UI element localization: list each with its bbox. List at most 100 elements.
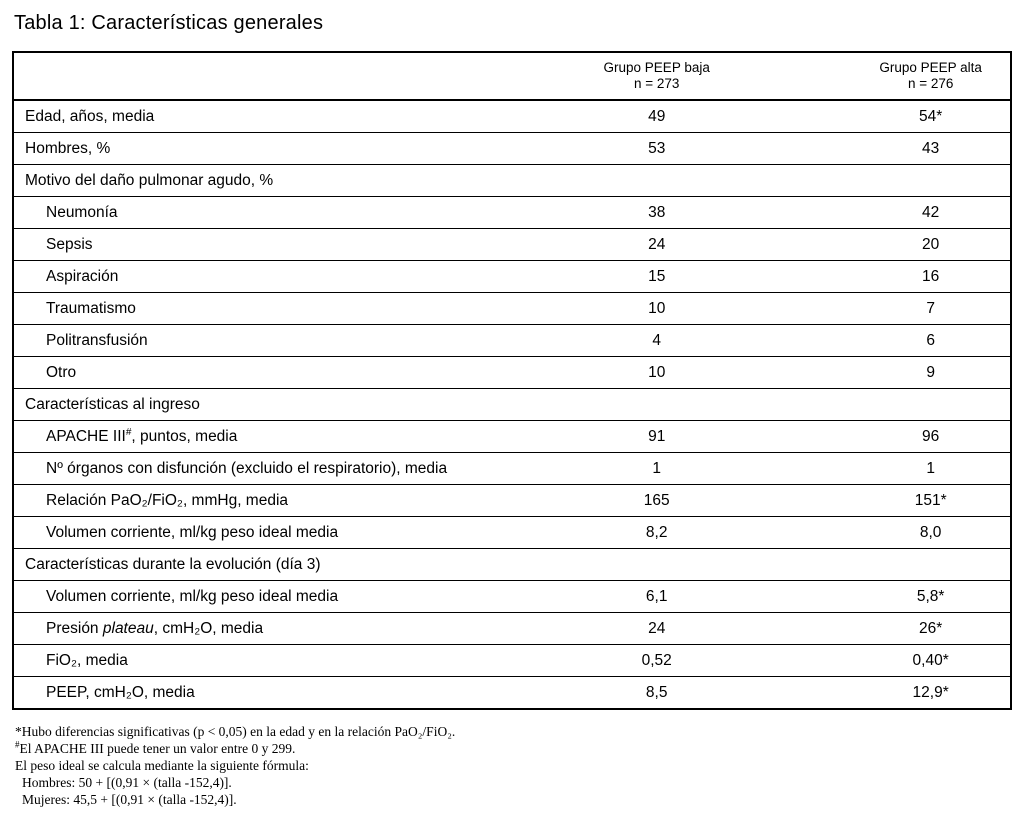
section-label: Características al ingreso [25, 395, 200, 413]
table-row: Hombres, % 53 43 [13, 132, 1011, 165]
row-value-low: 0,52 [641, 651, 672, 669]
row-value-low: 24 [648, 619, 666, 637]
footnote-line: Mujeres: 45,5 + [(0,91 × (talla -152,4)]… [15, 791, 1012, 808]
row-label: Nº órganos con disfunción (excluido el r… [46, 459, 448, 477]
row-label: Otro [46, 363, 77, 381]
table-row: Sepsis 24 20 [13, 228, 1011, 261]
column-n-label: n = 276 [907, 76, 954, 91]
row-value-low: 1 [652, 459, 662, 477]
row-value-low: 15 [648, 267, 666, 285]
row-label: Sepsis [46, 235, 93, 253]
table-row: Aspiración 15 16 [13, 260, 1011, 293]
row-value-high: 42 [922, 203, 940, 221]
row-value-low: 49 [648, 107, 666, 125]
row-label: Politransfusión [46, 331, 148, 349]
row-label-text: , cmH₂O, media [153, 619, 264, 637]
row-label: APACHE III#, puntos, media [13, 421, 462, 453]
row-value-high: 26* [919, 619, 943, 637]
row-value-low: 8,5 [645, 683, 668, 701]
table-section-row: Características durante la evolución (dí… [13, 548, 1011, 581]
row-label: Volumen corriente, ml/kg peso ideal medi… [46, 523, 339, 541]
footnote-marker: # [15, 739, 20, 750]
row-value-high: 6 [926, 331, 935, 349]
row-label: FiO₂, media [46, 651, 128, 669]
row-value-high: 16 [922, 267, 940, 285]
row-value-high: 8,0 [919, 523, 942, 541]
footnote-line: Hombres: 50 + [(0,91 × (talla -152,4)]. [15, 774, 1012, 791]
page-title: Tabla 1: Características generales [14, 12, 324, 34]
table-section-row: Motivo del daño pulmonar agudo, % [13, 164, 1011, 197]
table-row: Traumatismo 10 7 [13, 292, 1011, 325]
row-value-high: 5,8* [916, 587, 945, 605]
table-row: APACHE III#, puntos, media 91 96 [13, 420, 1011, 453]
row-value-high: 12,9* [912, 683, 949, 701]
section-label: Motivo del daño pulmonar agudo, % [25, 171, 274, 189]
table-row: Relación PaO₂/FiO₂, mmHg, media 165 151* [13, 484, 1011, 517]
footnote-marker: # [125, 426, 132, 438]
row-value-low: 53 [648, 139, 666, 157]
row-value-low: 6,1 [645, 587, 668, 605]
table-row: Neumonía 38 42 [13, 196, 1011, 229]
row-label: Volumen corriente, ml/kg peso ideal medi… [46, 587, 339, 605]
table-row: Politransfusión 4 6 [13, 324, 1011, 357]
characteristics-table: Grupo PEEP baja n = 273 Grupo PEEP alta … [12, 51, 1012, 710]
table-row: Edad, años, media 49 54* [13, 100, 1011, 133]
row-label: PEEP, cmH₂O, media [46, 683, 195, 701]
row-value-low: 24 [648, 235, 666, 253]
table-row: Otro 10 9 [13, 356, 1011, 389]
footnote-text: El peso ideal se calcula mediante la sig… [15, 758, 309, 773]
row-value-low: 91 [648, 427, 666, 445]
table-row: Volumen corriente, ml/kg peso ideal medi… [13, 516, 1011, 549]
row-value-high: 20 [922, 235, 940, 253]
row-label-italic: plateau [102, 619, 154, 637]
row-label-text: Presión [46, 619, 103, 637]
table-row: Volumen corriente, ml/kg peso ideal medi… [13, 580, 1011, 613]
row-value-high: 43 [922, 139, 940, 157]
column-group-label: Grupo PEEP baja [603, 60, 710, 75]
row-value-low: 8,2 [645, 523, 668, 541]
row-label: Hombres, % [25, 139, 111, 157]
table-body: Edad, años, media 49 54* Hombres, % 53 4… [13, 100, 1011, 709]
footnote-line: #El APACHE III puede tener un valor entr… [15, 740, 1012, 757]
row-label: Edad, años, media [25, 107, 155, 125]
row-value-low: 38 [648, 203, 666, 221]
table-row: Presión plateau, cmH₂O, media 24 26* [13, 612, 1011, 645]
footnote-text: *Hubo diferencias significativas (p < 0,… [15, 724, 456, 739]
row-value-low: 10 [648, 299, 666, 317]
row-label-text: , puntos, media [131, 427, 238, 445]
table-section-row: Características al ingreso [13, 388, 1011, 421]
row-value-high: 0,40* [912, 651, 949, 669]
table-row: Nº órganos con disfunción (excluido el r… [13, 452, 1011, 485]
footnotes: *Hubo diferencias significativas (p < 0,… [15, 723, 1012, 808]
row-value-high: 9 [926, 363, 935, 381]
column-header-peep-baja: Grupo PEEP baja n = 273 [462, 52, 851, 100]
section-label: Características durante la evolución (dí… [25, 555, 321, 573]
row-label-text: APACHE III [46, 427, 126, 445]
footnote-text: El APACHE III puede tener un valor entre… [19, 741, 296, 756]
row-label: Neumonía [46, 203, 118, 221]
row-value-high: 151* [914, 491, 947, 509]
row-value-low: 10 [648, 363, 666, 381]
row-value-high: 7 [926, 299, 935, 317]
row-value-high: 54* [919, 107, 943, 125]
header-row: Grupo PEEP baja n = 273 Grupo PEEP alta … [13, 52, 1011, 100]
row-label: Presión plateau, cmH₂O, media [13, 613, 462, 645]
column-header-peep-alta: Grupo PEEP alta n = 276 [851, 52, 1011, 100]
footnote-line: El peso ideal se calcula mediante la sig… [15, 757, 1012, 774]
table-row: PEEP, cmH₂O, media 8,5 12,9* [13, 676, 1011, 710]
row-value-low: 165 [643, 491, 670, 509]
row-label: Aspiración [46, 267, 119, 285]
footnote-text: Mujeres: 45,5 + [(0,91 × (talla -152,4)]… [22, 792, 237, 807]
footnote-text: Hombres: 50 + [(0,91 × (talla -152,4)]. [22, 775, 232, 790]
row-value-low: 4 [652, 331, 662, 349]
row-label: Traumatismo [46, 299, 136, 317]
row-label: Relación PaO₂/FiO₂, mmHg, media [46, 491, 289, 509]
table-header: Grupo PEEP baja n = 273 Grupo PEEP alta … [13, 52, 1011, 100]
row-value-high: 96 [922, 427, 940, 445]
table-row: FiO₂, media 0,52 0,40* [13, 644, 1011, 677]
column-header-empty [13, 52, 462, 100]
column-n-label: n = 273 [633, 76, 680, 91]
footnote-line: *Hubo diferencias significativas (p < 0,… [15, 723, 1012, 740]
row-value-high: 1 [926, 459, 935, 477]
